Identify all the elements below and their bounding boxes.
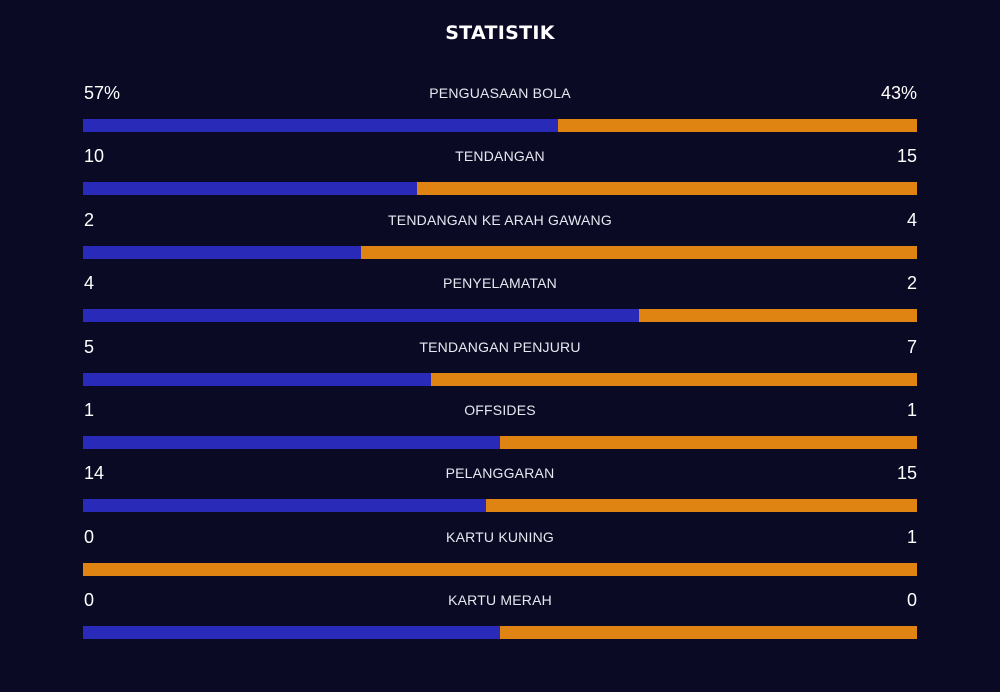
stat-label: TENDANGAN PENJURU: [419, 338, 581, 355]
away-value: 0: [906, 590, 917, 611]
away-value: 15: [896, 463, 917, 484]
away-value: 1: [906, 526, 917, 547]
comparison-bar: [83, 499, 917, 513]
stat-row: 4 PENYELAMATAN 2: [83, 270, 917, 333]
stat-row: 5 TENDANGAN PENJURU 7: [83, 334, 917, 397]
stat-label: KARTU KUNING: [446, 528, 554, 545]
comparison-bar: [83, 245, 917, 259]
away-bar-segment: [500, 435, 917, 449]
home-bar-segment: [83, 372, 431, 386]
away-bar-segment: [360, 245, 917, 259]
stat-label: PELANGGARAN: [445, 465, 555, 482]
stat-row: 0 KARTU MERAH 0: [83, 587, 917, 650]
stat-row: 0 KARTU KUNING 1: [83, 524, 917, 587]
home-value: 1: [84, 399, 95, 420]
away-value: 4: [906, 209, 917, 230]
home-value: 0: [84, 590, 95, 611]
home-value: 2: [84, 209, 95, 230]
away-bar-segment: [430, 372, 917, 386]
stats-title: STATISTIK: [445, 22, 555, 44]
stat-label: KARTU MERAH: [448, 592, 552, 609]
away-bar-segment: [83, 562, 917, 576]
comparison-bar: [83, 372, 917, 386]
comparison-bar: [83, 562, 917, 576]
stat-label: PENGUASAAN BOLA: [429, 85, 571, 101]
home-value: 57%: [84, 83, 121, 103]
home-bar-segment: [83, 499, 486, 513]
away-value: 43%: [880, 83, 917, 103]
home-bar-segment: [83, 626, 500, 640]
away-value: 2: [906, 273, 917, 294]
stat-row: 10 TENDANGAN 15: [83, 143, 917, 206]
away-bar-segment: [500, 626, 917, 640]
home-bar-segment: [83, 182, 417, 196]
home-bar-segment: [83, 119, 559, 132]
away-bar-segment: [416, 182, 917, 196]
stat-row: 57% PENGUASAAN BOLA 43%: [83, 80, 917, 143]
away-value: 15: [896, 146, 917, 167]
stat-row: 2 TENDANGAN KE ARAH GAWANG 4: [83, 207, 917, 270]
away-value: 7: [906, 336, 917, 357]
away-bar-segment: [639, 309, 917, 323]
comparison-bar: [83, 119, 917, 132]
home-bar-segment: [83, 309, 640, 323]
comparison-bar: [83, 435, 917, 449]
home-value: 10: [84, 146, 105, 167]
stat-row: 14 PELANGGARAN 15: [83, 460, 917, 523]
home-bar-segment: [83, 245, 361, 259]
comparison-bar: [83, 309, 917, 323]
stats-list: 57% PENGUASAAN BOLA 43% 10 TENDANGAN 15 2 TENDA…: [83, 80, 917, 651]
away-bar-segment: [485, 499, 917, 513]
home-value: 14: [84, 463, 105, 484]
stat-row: 1 OFFSIDES 1: [83, 397, 917, 460]
home-value: 4: [84, 273, 95, 294]
stat-label: PENYELAMATAN: [443, 275, 557, 292]
stat-label: TENDANGAN KE ARAH GAWANG: [388, 211, 612, 228]
home-value: 0: [84, 526, 95, 547]
home-value: 5: [84, 336, 95, 357]
stat-label: TENDANGAN: [455, 148, 545, 165]
away-bar-segment: [558, 119, 917, 132]
home-bar-segment: [83, 435, 500, 449]
comparison-bar: [83, 626, 917, 640]
comparison-bar: [83, 182, 917, 196]
stat-label: OFFSIDES: [464, 401, 536, 418]
away-value: 1: [906, 399, 917, 420]
